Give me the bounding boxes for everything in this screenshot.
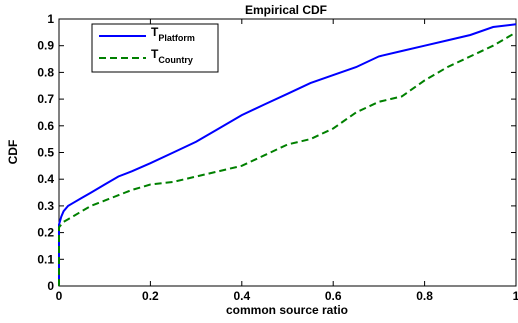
chart-title: Empirical CDF — [245, 3, 327, 17]
legend-label: TCountry — [151, 47, 193, 65]
legend-box — [91, 23, 219, 73]
x-tick-label: 0.4 — [233, 289, 250, 303]
y-tick-label: 0.6 — [37, 119, 54, 133]
y-tick-label: 0.9 — [37, 39, 54, 53]
legend-label: TPlatform — [151, 25, 195, 43]
y-tick-label: 0 — [47, 279, 54, 293]
legend-label-main: T — [151, 25, 159, 39]
y-tick-label: 0.8 — [37, 65, 54, 79]
legend-label-sub: Platform — [158, 33, 195, 43]
x-tick-label: 0 — [56, 289, 63, 303]
y-tick-label: 1 — [47, 12, 54, 26]
y-tick-label: 0.2 — [37, 226, 54, 240]
y-tick-label: 0.7 — [37, 92, 54, 106]
x-tick-label: 0.6 — [325, 289, 342, 303]
x-tick-label: 0.8 — [416, 289, 433, 303]
y-tick-label: 0.4 — [37, 172, 54, 186]
y-axis-title: CDF — [6, 140, 20, 165]
series-lines — [58, 23, 517, 286]
series-line-country — [58, 31, 517, 286]
legend-label-main: T — [151, 47, 159, 61]
y-tick-label: 0.5 — [37, 146, 54, 160]
x-tick-label: 0.2 — [142, 289, 159, 303]
legend-label-sub: Country — [158, 55, 193, 65]
series-line-platform — [58, 23, 517, 286]
x-tick-label: 1 — [513, 289, 518, 303]
y-tick-label: 0.3 — [37, 199, 54, 213]
axis-ticks: 0 0.2 0.4 0.6 0.8 1 0 0.1 0.2 0.3 0.4 0.5 0.6 0.7 0.8 0… — [37, 12, 518, 303]
y-tick-label: 0.1 — [37, 252, 54, 266]
x-axis-title: common source ratio — [226, 303, 348, 317]
